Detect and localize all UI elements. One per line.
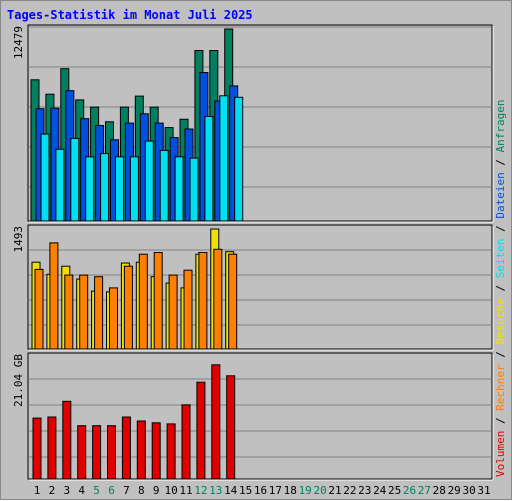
bar-volumen-day-13 bbox=[211, 364, 221, 480]
panel-bottom: 21.04 GB bbox=[12, 352, 494, 481]
bar-rechner-day-14 bbox=[228, 253, 238, 350]
x-tick-label: 22 bbox=[343, 484, 356, 497]
y-max-label: 21.04 GB bbox=[12, 354, 25, 407]
x-tick-label: 3 bbox=[63, 484, 70, 497]
bar-volumen-day-4 bbox=[77, 425, 87, 480]
bar-volumen-day-14 bbox=[226, 375, 236, 480]
bar-seiten-day-6 bbox=[115, 156, 124, 222]
bar-seiten-day-7 bbox=[129, 156, 139, 222]
legend-besuche: Besuche bbox=[494, 298, 507, 344]
x-tick-label: 4 bbox=[78, 484, 85, 497]
bar-seiten-day-1 bbox=[40, 133, 50, 222]
legend-separator: / bbox=[494, 278, 507, 298]
x-tick-label: 2 bbox=[49, 484, 56, 497]
bar-volumen-day-1 bbox=[32, 417, 42, 480]
x-tick-label: 21 bbox=[328, 484, 341, 497]
bar-rechner-day-9 bbox=[153, 252, 163, 350]
x-tick-label: 15 bbox=[239, 484, 252, 497]
x-tick-label: 14 bbox=[224, 484, 238, 497]
y-max-label: 12479 bbox=[12, 26, 25, 59]
legend-separator: / bbox=[494, 345, 507, 365]
x-tick-label: 26 bbox=[403, 484, 416, 497]
chart-title: Tages-Statistik im Monat Juli 2025 bbox=[7, 8, 253, 22]
bar-volumen-day-3 bbox=[62, 400, 72, 480]
bar-rechner-day-1 bbox=[34, 268, 44, 350]
bar-seiten-day-9 bbox=[159, 149, 169, 222]
bar-volumen-day-5 bbox=[92, 425, 102, 480]
legend-seiten: Seiten bbox=[494, 239, 507, 279]
x-tick-label: 7 bbox=[123, 484, 130, 497]
bar-seiten-day-8 bbox=[144, 140, 154, 222]
x-tick-label: 28 bbox=[433, 484, 446, 497]
x-tick-label: 27 bbox=[418, 484, 431, 497]
panel-frame bbox=[27, 352, 493, 480]
bar-volumen-day-10 bbox=[166, 423, 176, 480]
bar-seiten-day-2 bbox=[55, 148, 65, 222]
bar-volumen-day-2 bbox=[47, 416, 57, 480]
bar-volumen-day-12 bbox=[196, 381, 206, 480]
x-tick-label: 18 bbox=[284, 484, 297, 497]
bar-volumen-day-6 bbox=[107, 425, 116, 480]
legend-anfragen: Anfragen bbox=[494, 99, 507, 152]
y-max-label: 1493 bbox=[12, 226, 25, 253]
panel-frame bbox=[27, 224, 493, 350]
bar-rechner-day-10 bbox=[168, 274, 178, 350]
x-tick-label: 24 bbox=[373, 484, 387, 497]
legend-separator: / bbox=[494, 411, 507, 431]
x-tick-label: 13 bbox=[209, 484, 222, 497]
x-tick-label: 19 bbox=[299, 484, 312, 497]
bar-rechner-day-2 bbox=[49, 242, 59, 350]
legend-separator: / bbox=[494, 152, 507, 172]
bar-seiten-day-10 bbox=[174, 156, 184, 222]
bar-volumen-day-7 bbox=[121, 416, 131, 480]
bar-volumen-day-8 bbox=[136, 420, 146, 480]
bar-rechner-day-4 bbox=[79, 274, 89, 350]
bar-rechner-day-5 bbox=[94, 276, 104, 350]
bar-seiten-day-13 bbox=[219, 95, 229, 222]
x-tick-label: 17 bbox=[269, 484, 282, 497]
x-tick-label: 29 bbox=[448, 484, 461, 497]
x-tick-label: 6 bbox=[108, 484, 115, 497]
bar-seiten-day-11 bbox=[189, 157, 199, 222]
bar-rechner-day-13 bbox=[213, 248, 223, 350]
x-tick-label: 12 bbox=[194, 484, 207, 497]
x-tick-label: 25 bbox=[388, 484, 401, 497]
bar-seiten-day-3 bbox=[70, 137, 80, 222]
bar-rechner-day-6 bbox=[109, 287, 118, 350]
bar-rechner-day-7 bbox=[123, 265, 133, 350]
bar-rechner-day-12 bbox=[198, 252, 208, 350]
x-tick-label: 8 bbox=[138, 484, 145, 497]
bar-seiten-day-14 bbox=[234, 96, 244, 222]
bar-rechner-day-11 bbox=[183, 269, 193, 350]
x-tick-label: 1 bbox=[34, 484, 41, 497]
panel-top: 12479 bbox=[12, 24, 494, 223]
legend-text: Volumen / Rechner / Besuche / Seiten / D… bbox=[494, 99, 507, 477]
bar-seiten-day-12 bbox=[204, 116, 214, 222]
x-tick-label: 9 bbox=[153, 484, 160, 497]
x-tick-label: 11 bbox=[179, 484, 192, 497]
bar-rechner-day-8 bbox=[138, 253, 148, 350]
legend: Volumen / Rechner / Besuche / Seiten / D… bbox=[494, 99, 507, 477]
bar-volumen-day-11 bbox=[181, 404, 191, 480]
legend-dateien: Dateien bbox=[494, 172, 507, 218]
x-tick-label: 10 bbox=[164, 484, 177, 497]
x-tick-label: 31 bbox=[477, 484, 490, 497]
x-tick-label: 20 bbox=[313, 484, 326, 497]
x-tick-label: 23 bbox=[358, 484, 371, 497]
bar-volumen-day-9 bbox=[151, 422, 161, 480]
bar-seiten-day-4 bbox=[85, 156, 95, 222]
bar-seiten-day-5 bbox=[100, 153, 110, 222]
bar-rechner-day-3 bbox=[64, 274, 74, 350]
x-tick-label: 16 bbox=[254, 484, 267, 497]
x-tick-label: 5 bbox=[93, 484, 100, 497]
panel-middle: 1493 bbox=[12, 224, 494, 351]
legend-separator: / bbox=[494, 219, 507, 239]
legend-volumen: Volumen bbox=[494, 431, 507, 477]
legend-rechner: Rechner bbox=[494, 364, 507, 411]
x-tick-label: 30 bbox=[462, 484, 475, 497]
